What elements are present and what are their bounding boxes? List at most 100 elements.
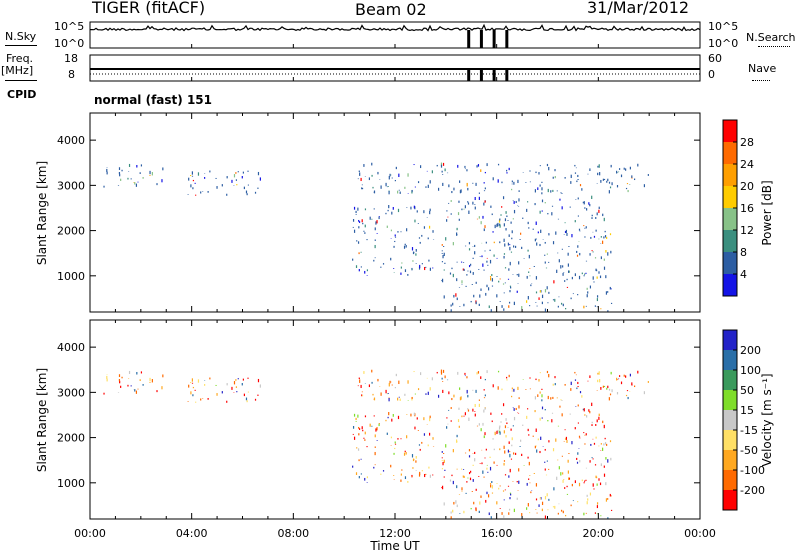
colorbar-tick-label: 200 (740, 344, 761, 357)
power-echo (360, 177, 362, 182)
velocity-echo (582, 408, 584, 411)
power-echo (441, 170, 443, 173)
power-echo (557, 218, 560, 220)
velocity-echo (574, 379, 577, 381)
velocity-echo (474, 411, 476, 412)
power-echo (611, 182, 613, 186)
velocity-echo (504, 474, 507, 476)
power-echo (429, 208, 431, 212)
velocity-echo (600, 443, 602, 445)
power-echo (599, 275, 602, 279)
power-echo (528, 305, 531, 307)
power-echo (374, 244, 376, 249)
velocity-echo (374, 446, 376, 448)
power-echo (413, 205, 415, 209)
power-echo (204, 177, 206, 179)
velocity-echo (610, 457, 612, 461)
power-echo (436, 164, 438, 167)
power-echo (450, 200, 452, 202)
velocity-echo (149, 377, 151, 382)
power-echo (359, 172, 361, 176)
power-echo (488, 305, 490, 309)
power-echo (231, 179, 233, 183)
velocity-echo (529, 377, 531, 379)
velocity-echo (609, 440, 612, 443)
power-echo (589, 168, 591, 172)
power-echo (509, 290, 511, 293)
power-echo (558, 259, 560, 263)
power-echo (586, 208, 588, 211)
velocity-echo (536, 449, 538, 453)
velocity-echo (539, 391, 541, 394)
power-echo (595, 217, 597, 219)
velocity-echo (441, 459, 443, 461)
velocity-echo (421, 470, 423, 472)
power-echo (500, 214, 502, 216)
power-echo (519, 239, 521, 240)
velocity-echo (429, 415, 431, 419)
velocity-echo (235, 379, 237, 381)
power-echo (190, 174, 192, 177)
power-echo (527, 296, 529, 300)
velocity-echo (483, 476, 485, 478)
power-echo (647, 174, 649, 176)
velocity-echo (541, 388, 543, 390)
colorbar-tick-label: 12 (740, 224, 754, 237)
power-echo (398, 189, 400, 191)
velocity-echo (233, 381, 236, 385)
velocity-echo (585, 433, 587, 436)
velocity-echo (120, 385, 122, 388)
power-echo (578, 228, 581, 231)
velocity-echo (578, 482, 581, 487)
power-echo (442, 162, 445, 166)
colorbar-tick-label: 50 (740, 384, 754, 397)
power-echo (497, 163, 500, 166)
velocity-echo (562, 472, 564, 475)
power-echo (585, 226, 587, 229)
power-echo (134, 182, 136, 185)
power-echo (623, 167, 625, 170)
power-echo (541, 181, 543, 183)
power-echo (506, 169, 508, 172)
power-echo (418, 266, 421, 270)
power-echo (386, 225, 388, 228)
power-echo (576, 254, 579, 257)
velocity-echo (245, 397, 248, 401)
velocity-echo (355, 472, 358, 475)
power-echo (597, 172, 599, 176)
velocity-echo (364, 431, 366, 435)
velocity-echo (235, 386, 238, 388)
power-echo (587, 291, 589, 294)
colorbar-tick-label: 16 (740, 202, 754, 215)
velocity-echo (577, 381, 579, 385)
power-echo (571, 276, 573, 280)
power-colorbar: 28 24 20 16 12 8 4 (722, 119, 754, 297)
velocity-echo (357, 414, 359, 418)
velocity-echo (358, 459, 360, 462)
velocity-echo (407, 380, 409, 384)
velocity-echo (535, 378, 537, 381)
power-echo (442, 182, 444, 186)
power-echo (106, 171, 108, 175)
velocity-echo (498, 487, 500, 490)
velocity-echo (456, 485, 458, 489)
velocity-echo (368, 384, 371, 388)
power-echo (377, 171, 379, 175)
power-echo (486, 257, 488, 259)
power-echo (479, 294, 481, 298)
beam-title: Beam 02 (355, 0, 427, 19)
colorbar-segment (723, 430, 737, 450)
power-echo (539, 210, 541, 214)
velocity-echo (539, 497, 541, 500)
velocity-echo (570, 388, 572, 391)
power-echo (535, 276, 538, 280)
velocity-echo (602, 447, 604, 451)
velocity-echo (478, 403, 480, 407)
power-echo (605, 250, 607, 253)
velocity-echo (464, 375, 466, 377)
power-echo (243, 186, 246, 190)
velocity-echo (442, 461, 444, 466)
velocity-echo (521, 453, 523, 457)
velocity-echo (457, 371, 459, 375)
power-echo (457, 212, 460, 216)
